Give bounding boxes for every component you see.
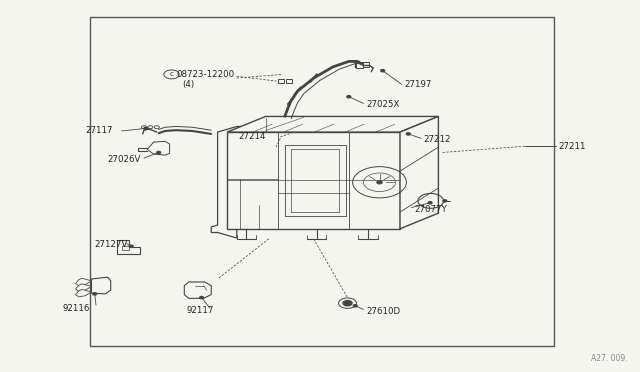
Text: 27127V: 27127V (95, 240, 128, 249)
Circle shape (343, 301, 352, 306)
Polygon shape (147, 141, 170, 155)
Text: 27211: 27211 (559, 142, 586, 151)
Polygon shape (117, 240, 140, 254)
Circle shape (144, 127, 148, 129)
Text: 27197: 27197 (404, 80, 432, 89)
Text: 27025X: 27025X (366, 100, 399, 109)
Text: 27077Y: 27077Y (415, 205, 447, 214)
Bar (286, 79, 292, 83)
Text: 27212: 27212 (424, 135, 451, 144)
Polygon shape (227, 132, 400, 229)
Circle shape (381, 70, 385, 72)
Bar (90, 17, 554, 346)
Circle shape (347, 96, 351, 98)
Text: 27117: 27117 (85, 126, 113, 135)
Text: 27610D: 27610D (367, 307, 401, 316)
Polygon shape (76, 289, 92, 297)
Text: 27214: 27214 (239, 132, 266, 141)
Text: 92117: 92117 (187, 306, 214, 315)
Text: 08723-12200: 08723-12200 (176, 70, 234, 79)
Bar (363, 62, 369, 67)
Text: A27. 009.: A27. 009. (591, 354, 627, 363)
Polygon shape (92, 277, 111, 294)
Bar (356, 62, 363, 68)
Circle shape (377, 181, 382, 184)
Polygon shape (400, 116, 438, 229)
Text: 27026V: 27026V (108, 155, 141, 164)
Bar (278, 79, 284, 83)
Circle shape (129, 245, 133, 247)
Bar (122, 246, 129, 250)
Polygon shape (211, 126, 410, 238)
Polygon shape (76, 278, 92, 286)
Polygon shape (184, 282, 211, 298)
Circle shape (406, 133, 410, 135)
Text: c: c (170, 71, 173, 77)
Circle shape (200, 296, 204, 299)
Text: 92116: 92116 (63, 304, 90, 312)
Circle shape (428, 202, 432, 204)
Polygon shape (227, 116, 438, 132)
Polygon shape (76, 284, 92, 291)
Circle shape (157, 151, 161, 154)
Circle shape (353, 305, 357, 307)
Circle shape (93, 293, 97, 295)
Circle shape (443, 200, 447, 202)
Text: (4): (4) (182, 80, 195, 89)
